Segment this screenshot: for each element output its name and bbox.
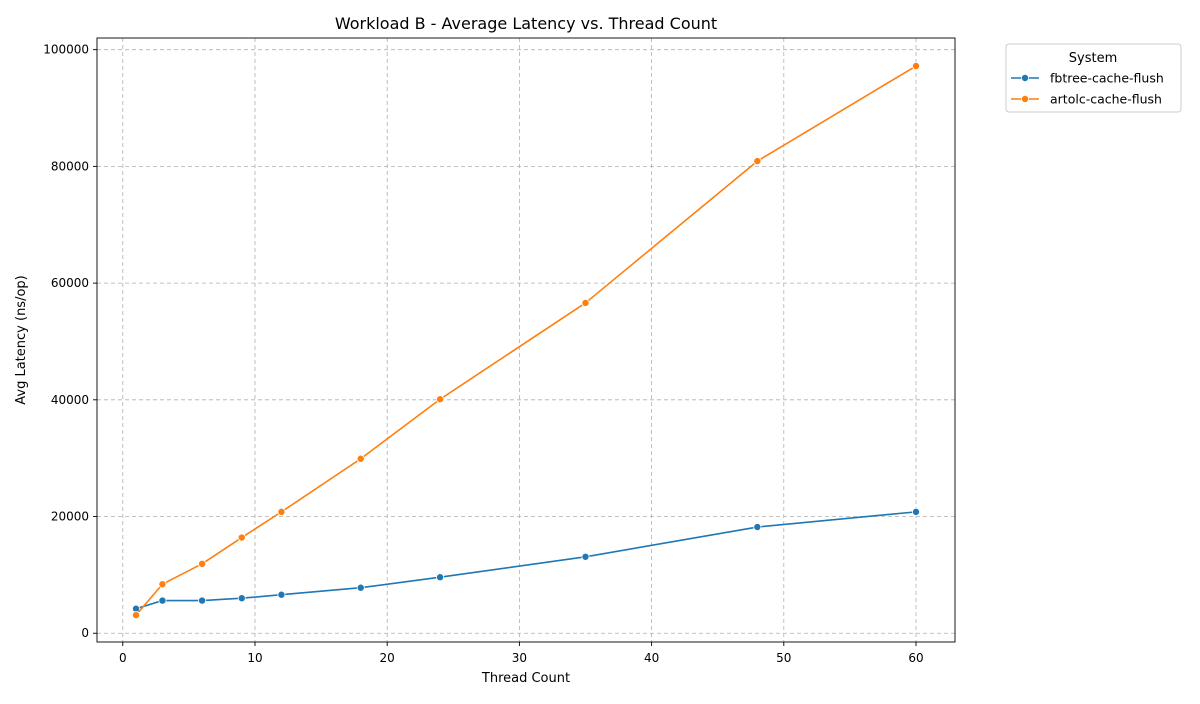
x-tick-label: 50	[776, 651, 791, 665]
data-point	[277, 507, 286, 516]
data-point	[912, 62, 921, 71]
x-tick-label: 40	[644, 651, 659, 665]
data-point	[237, 533, 246, 542]
y-tick-label: 40000	[51, 393, 89, 407]
x-tick-label: 10	[247, 651, 262, 665]
x-tick-label: 20	[380, 651, 395, 665]
series-line	[135, 511, 917, 610]
x-tick-label: 0	[119, 651, 127, 665]
legend-title: System	[1069, 51, 1117, 66]
legend-items: fbtree-cache-flush artolc-cache-flush	[1011, 71, 1164, 107]
legend-label: fbtree-cache-flush	[1050, 71, 1164, 86]
series-artolc-cache-flush	[131, 62, 921, 620]
data-point	[753, 157, 762, 166]
y-tick-label: 80000	[51, 159, 89, 173]
legend: System fbtree-cache-flush artolc-cache-fl…	[1005, 43, 1182, 113]
data-point	[198, 596, 207, 605]
plot-frame	[96, 37, 956, 643]
data-point	[581, 552, 590, 561]
data-point	[356, 583, 365, 592]
grid-layer	[97, 38, 955, 642]
x-tick-label: 60	[908, 651, 923, 665]
data-point	[198, 559, 207, 568]
x-tick-label: 30	[512, 651, 527, 665]
data-point	[277, 590, 286, 599]
ticks-layer: 0 10 20 30 40 50 60 0 20000 40000 60000 80000 100000	[43, 43, 923, 665]
legend-item: artolc-cache-flush	[1011, 92, 1162, 107]
data-point	[356, 454, 365, 463]
series-layer	[131, 62, 921, 620]
legend-box	[1005, 43, 1182, 113]
y-tick-label: 60000	[51, 276, 89, 290]
series-line	[135, 65, 917, 616]
series-fbtree-cache-flush	[131, 507, 921, 613]
y-tick-label: 0	[81, 626, 89, 640]
legend-label: artolc-cache-flush	[1050, 92, 1162, 107]
data-point	[237, 594, 246, 603]
chart-title: Workload B - Average Latency vs. Thread …	[335, 14, 717, 33]
x-axis-label: Thread Count	[481, 671, 570, 686]
legend-item: fbtree-cache-flush	[1011, 71, 1164, 86]
y-axis-label: Avg Latency (ns/op)	[14, 275, 29, 404]
data-point	[912, 507, 921, 516]
y-tick-label: 20000	[51, 510, 89, 524]
y-tick-label: 100000	[43, 43, 89, 57]
data-point	[158, 596, 167, 605]
legend-marker	[1021, 74, 1030, 83]
data-point	[158, 580, 167, 589]
legend-marker	[1021, 95, 1030, 104]
data-point	[131, 611, 140, 620]
data-point	[581, 298, 590, 307]
data-point	[436, 395, 445, 404]
data-point	[436, 573, 445, 582]
data-point	[753, 523, 762, 532]
